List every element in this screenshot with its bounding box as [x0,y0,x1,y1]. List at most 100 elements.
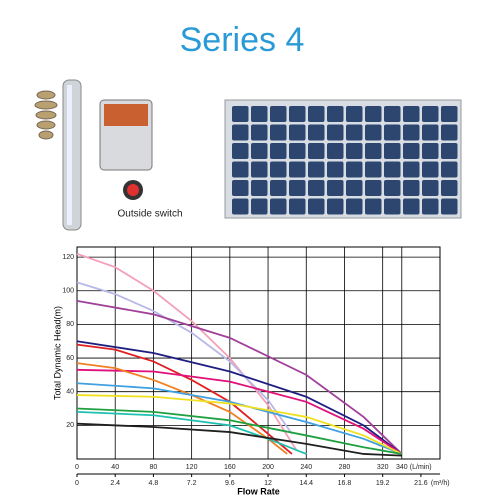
x-tick-label: 320 [377,464,389,471]
x-tick-label: 80 [150,464,158,471]
solar-cell [441,143,458,159]
solar-cell [232,198,249,215]
x-tick-label: 120 [186,464,198,471]
solar-cell [441,198,458,215]
solar-cell [365,161,382,178]
x2-tick-label: 12 [264,480,272,487]
x2-tick-label: 7.2 [187,480,197,487]
solar-cell [270,106,287,122]
x2-tick-label: 14.4 [299,480,313,487]
solar-cell [384,198,401,215]
solar-cell [232,180,249,196]
solar-cell [232,161,249,178]
solar-cell [289,198,306,215]
series-line [76,422,402,457]
series-line [76,252,298,452]
solar-cell [308,180,325,196]
series-line [76,281,293,435]
x-tick-label: 340 [396,464,408,471]
solar-cell [422,180,439,196]
solar-cell [327,180,344,196]
solar-cell [251,124,268,141]
solar-cell [346,161,363,178]
solar-cell [365,124,382,141]
solar-cell [384,124,401,141]
solar-cell [289,161,306,178]
solar-cell [308,124,325,141]
solar-cell [270,161,287,178]
solar-cell [403,106,420,122]
x-tick-label: 0 [75,464,79,471]
solar-cell [308,106,325,122]
y-axis-label: Total Dynamic Head(m) [52,306,62,400]
series-line [76,394,403,455]
x2-tick-label: 4.8 [149,480,159,487]
solar-cell [289,143,306,159]
x2-tick-label: 0 [75,480,79,487]
solar-cell [403,161,420,178]
solar-cell [346,198,363,215]
x-tick-label: 40 [111,464,119,471]
x-tick-label: 280 [339,464,351,471]
solar-cell [270,198,287,215]
series-line [76,410,307,455]
x-tick-label: 240 [300,464,312,471]
solar-cell [232,143,249,159]
solar-cell [308,161,325,178]
solar-cell [232,124,249,141]
series-line [76,299,403,455]
solar-cell [270,180,287,196]
solar-cell [327,198,344,215]
solar-cell [384,106,401,122]
solar-cell [403,124,420,141]
solar-cell [251,161,268,178]
x2-tick-label: 19.2 [376,480,390,487]
x2-unit: (m³/h) [431,480,450,487]
solar-cell [441,161,458,178]
x2-tick-label: 21.6 [414,480,428,487]
solar-cell [441,106,458,122]
solar-cell [251,198,268,215]
x2-tick-label: 2.4 [110,480,120,487]
solar-cell [327,143,344,159]
y-tick-label: 120 [62,254,74,261]
solar-cell [346,143,363,159]
solar-cell [289,180,306,196]
x2-tick-label: 16.8 [338,480,352,487]
y-tick-label: 20 [66,422,74,429]
solar-cell [365,180,382,196]
title: Series 4 [180,21,305,59]
series-line [76,368,403,455]
solar-panel [224,99,462,219]
solar-cell [422,198,439,215]
series-line [76,407,402,455]
solar-cell [346,106,363,122]
solar-cell [422,124,439,141]
solar-cell [346,180,363,196]
series-line [76,343,293,455]
solar-cell [422,143,439,159]
solar-cell [251,106,268,122]
series-line [76,340,403,455]
x-axis-label: Flow Rate [237,486,280,496]
y-tick-label: 40 [66,389,74,396]
solar-cell [422,106,439,122]
x2-tick-label: 9.6 [225,480,235,487]
solar-cell [327,161,344,178]
x-unit: (L/min) [410,464,432,471]
solar-cell [346,124,363,141]
solar-cell [308,143,325,159]
solar-cell [403,198,420,215]
solar-cell [384,143,401,159]
solar-cell [270,143,287,159]
solar-cell [327,106,344,122]
solar-cell [441,124,458,141]
plot-frame [76,246,441,460]
solar-cell [270,124,287,141]
solar-cell [251,143,268,159]
x-tick-label: 200 [262,464,274,471]
pump-illustration [34,79,153,231]
solar-cell [365,106,382,122]
